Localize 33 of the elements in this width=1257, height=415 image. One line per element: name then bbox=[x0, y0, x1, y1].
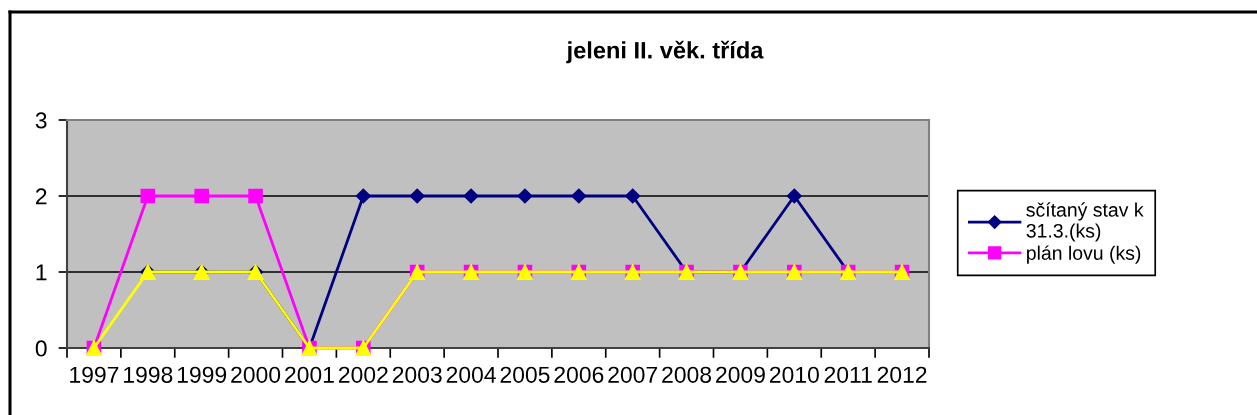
x-tick-label: 2004 bbox=[446, 366, 496, 383]
point bbox=[786, 188, 802, 204]
point bbox=[409, 188, 425, 204]
point bbox=[194, 188, 209, 204]
point bbox=[463, 188, 479, 204]
x-tick-label: 2012 bbox=[877, 366, 927, 383]
x-tick-label: 2003 bbox=[392, 366, 442, 383]
chart-title: jeleni II. věk. třída bbox=[566, 40, 764, 64]
x-tick-label: 2009 bbox=[716, 366, 765, 383]
point bbox=[140, 188, 156, 204]
x-tick-label: 2007 bbox=[608, 366, 658, 383]
y-tick-label: 0 bbox=[35, 340, 47, 357]
x-tick-label: 2001 bbox=[285, 366, 334, 383]
point bbox=[625, 188, 641, 204]
legend-label: plán lovu (ks) bbox=[1027, 245, 1141, 264]
x-tick-label: 2006 bbox=[554, 366, 604, 383]
x-tick-label: 2011 bbox=[824, 366, 872, 383]
x-tick-label: 2010 bbox=[769, 366, 819, 383]
point bbox=[571, 188, 587, 204]
x-tick-label: 1997 bbox=[70, 366, 119, 383]
x-tick-label: 1999 bbox=[177, 366, 227, 383]
x-tick-label: 2008 bbox=[662, 366, 712, 383]
legend-label: sčítaný stav k 31.3.(ks) bbox=[1026, 202, 1144, 242]
point bbox=[248, 188, 263, 204]
y-tick-label: 2 bbox=[35, 188, 47, 205]
point bbox=[355, 188, 371, 204]
x-tick-label: 2002 bbox=[338, 366, 388, 383]
x-tick-label: 2000 bbox=[231, 366, 281, 383]
y-tick-label: 1 bbox=[36, 264, 47, 281]
point bbox=[517, 188, 533, 204]
x-tick-label: 2005 bbox=[500, 366, 550, 383]
y-tick-label: 3 bbox=[35, 112, 47, 129]
x-tick-label: 1998 bbox=[124, 366, 173, 383]
